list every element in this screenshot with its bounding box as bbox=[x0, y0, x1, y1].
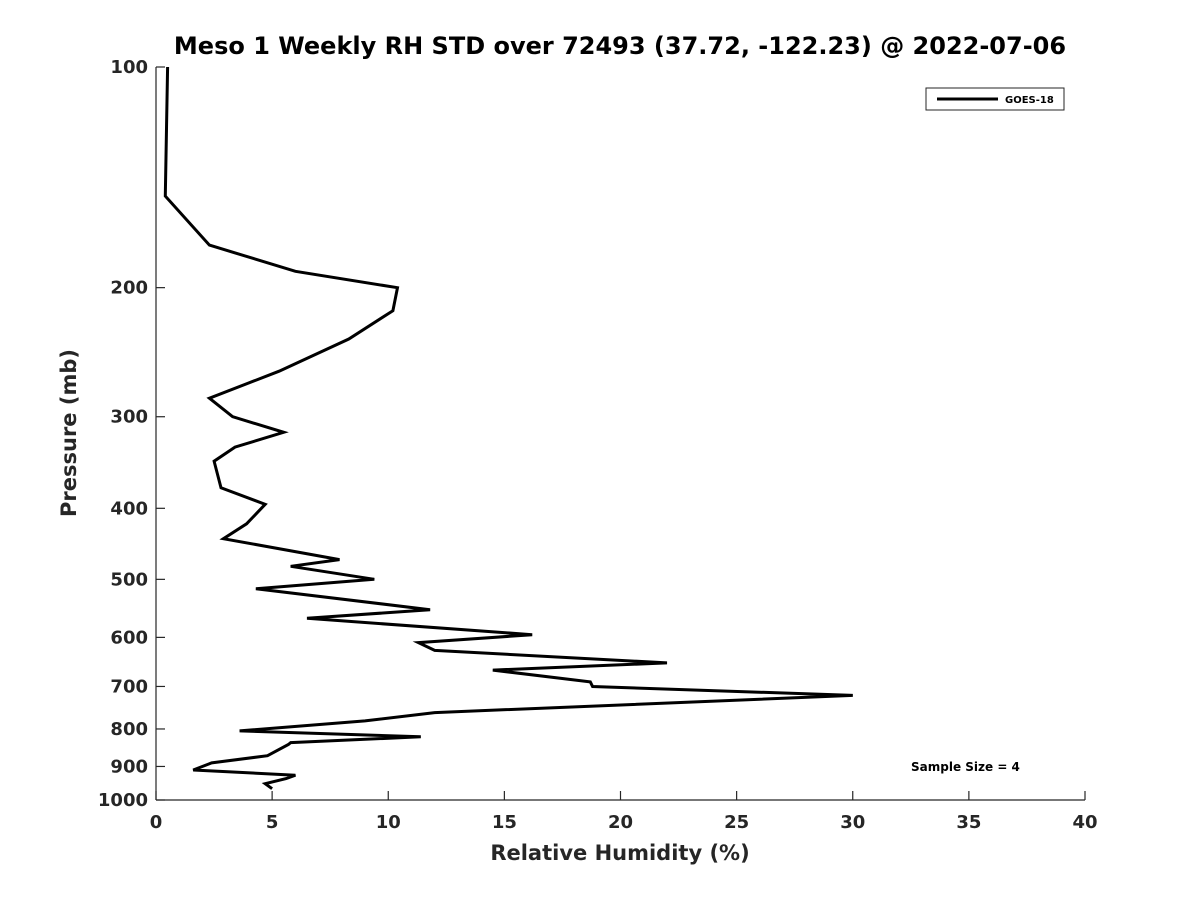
legend-label-goes-18: GOES-18 bbox=[1005, 95, 1054, 106]
y-tick-label: 200 bbox=[110, 278, 148, 299]
y-tick-label: 300 bbox=[110, 407, 148, 428]
y-axis-label: Pressure (mb) bbox=[57, 349, 81, 517]
y-tick-label: 800 bbox=[110, 719, 148, 740]
x-tick-label: 30 bbox=[840, 812, 865, 833]
plot-area: 0 5 10 15 20 25 30 35 40 100 200 300 400 500 600 700 80… bbox=[98, 57, 1098, 833]
x-axis-label: Relative Humidity (%) bbox=[490, 841, 749, 865]
x-tick-label: 25 bbox=[724, 812, 749, 833]
series-line-goes-18 bbox=[163, 66, 853, 790]
chart-title: Meso 1 Weekly RH STD over 72493 (37.72, … bbox=[174, 32, 1066, 60]
x-tick-label: 20 bbox=[608, 812, 633, 833]
y-tick-label: 700 bbox=[110, 676, 148, 697]
sample-size-annotation: Sample Size = 4 bbox=[911, 760, 1020, 774]
y-tick-label: 100 bbox=[110, 57, 148, 78]
y-tick-label: 600 bbox=[110, 627, 148, 648]
x-tick-label: 5 bbox=[266, 812, 279, 833]
x-tick-label: 0 bbox=[150, 812, 163, 833]
x-ticks: 0 5 10 15 20 25 30 35 40 bbox=[150, 791, 1098, 833]
x-tick-label: 35 bbox=[956, 812, 981, 833]
x-tick-label: 15 bbox=[492, 812, 517, 833]
x-tick-label: 40 bbox=[1072, 812, 1097, 833]
y-ticks: 100 200 300 400 500 600 700 800 900 1000 bbox=[98, 57, 165, 811]
x-tick-label: 10 bbox=[376, 812, 401, 833]
y-tick-label: 400 bbox=[110, 498, 148, 519]
y-tick-label: 500 bbox=[110, 569, 148, 590]
y-tick-label: 1000 bbox=[98, 790, 148, 811]
legend: GOES-18 bbox=[925, 87, 1065, 111]
y-tick-label: 900 bbox=[110, 756, 148, 777]
